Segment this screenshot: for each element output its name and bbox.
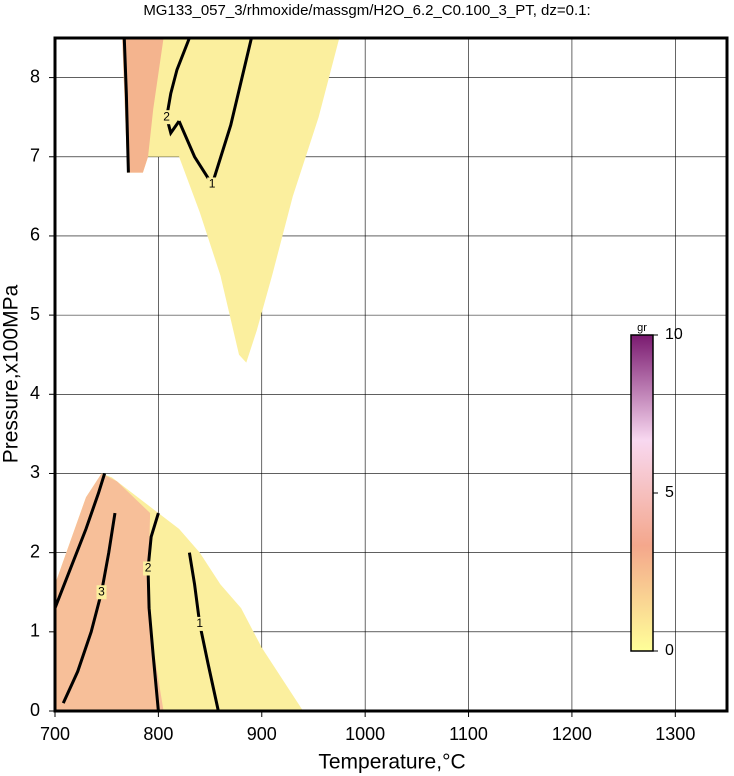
contour-label: 3 <box>98 584 105 598</box>
contour-label-bg <box>143 561 154 576</box>
x-tick-label: 1200 <box>552 724 592 744</box>
y-tick-label: 8 <box>30 66 40 86</box>
x-tick-label: 900 <box>247 724 277 744</box>
contour-label-bg <box>194 616 205 631</box>
y-tick-label: 7 <box>30 146 40 166</box>
colorbar-tick-label: 10 <box>665 326 683 343</box>
contour-line <box>146 512 160 712</box>
x-tick-label: 1100 <box>449 724 488 744</box>
contour-line <box>122 37 130 173</box>
contour-line <box>53 473 107 609</box>
colorbar-label: gr <box>637 322 647 334</box>
contour-label-bg <box>161 110 172 125</box>
plot-frame <box>53 36 729 713</box>
chart-title: MG133_057_3/rhmoxide/massgm/H2O_6.2_C0.1… <box>143 2 590 19</box>
y-tick-label: 4 <box>30 383 40 403</box>
y-tick-label: 1 <box>30 621 40 641</box>
contour-label: 2 <box>163 109 170 123</box>
x-tick-label: 800 <box>143 724 173 744</box>
contour-label: 1 <box>196 616 203 630</box>
x-axis-label: Temperature,°C <box>318 751 465 774</box>
colorbar-tick-label: 0 <box>665 642 674 659</box>
x-tick-label: 1000 <box>345 724 385 744</box>
filled-region <box>122 38 164 173</box>
y-tick-label: 6 <box>30 225 40 245</box>
contour-label-bg <box>207 177 218 192</box>
y-tick-label: 0 <box>30 700 40 720</box>
filled-region <box>55 473 164 711</box>
filled-region <box>122 38 340 363</box>
contour-line <box>61 512 117 704</box>
y-tick-label: 2 <box>30 541 40 561</box>
contour-label-bg <box>96 585 107 600</box>
colorbar-tick-label: 5 <box>665 484 674 501</box>
y-tick-label: 5 <box>30 304 40 324</box>
contour-label: 1 <box>209 177 216 191</box>
x-tick-label: 700 <box>40 724 70 744</box>
y-axis-label: Pressure,x100MPa <box>0 284 23 463</box>
x-tick-label: 1300 <box>655 724 695 744</box>
colorbar <box>630 334 654 652</box>
contour-label: 2 <box>145 561 152 575</box>
contour-line <box>165 37 191 137</box>
y-tick-label: 3 <box>30 462 40 482</box>
